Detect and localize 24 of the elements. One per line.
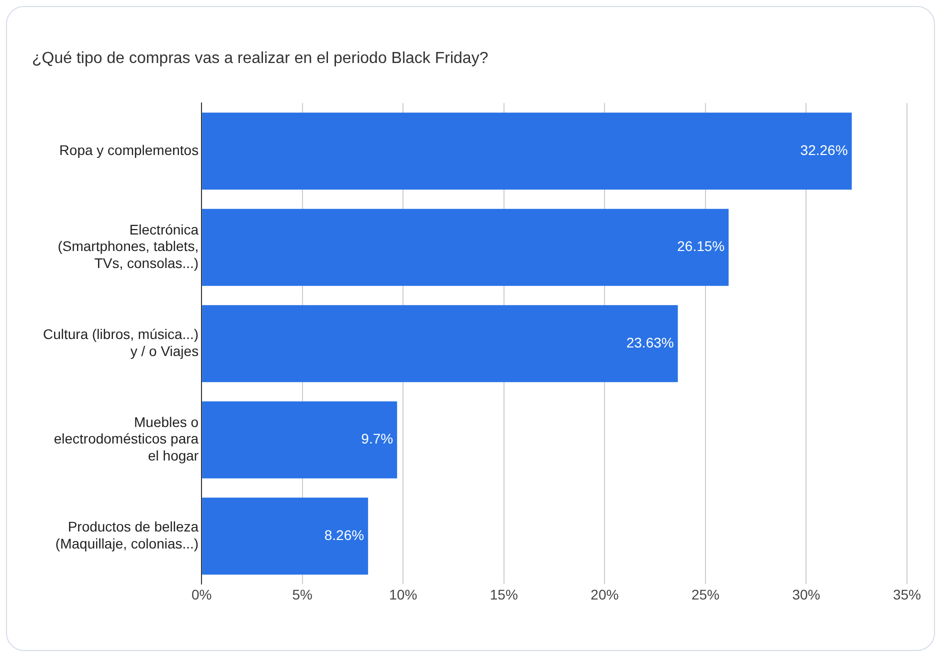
data-label: 8.26% <box>324 526 364 543</box>
data-label: 26.15% <box>677 238 725 254</box>
data-label: 23.63% <box>626 334 674 350</box>
y-tick-label: Productos de belleza (Maquillaje, colonias...) <box>55 518 199 552</box>
x-tick-label: 0% <box>191 586 212 602</box>
x-tick-label: 10% <box>389 586 418 602</box>
bar <box>202 401 398 478</box>
chart-title: ¿Qué tipo de compras vas a realizar en el periodo Black Friday? <box>32 50 488 68</box>
y-tick-label: Cultura (libros, música...) y / o Viajes <box>43 326 199 359</box>
x-tick-label: 5% <box>292 586 312 602</box>
data-label: 32.26% <box>800 142 848 158</box>
x-tick-label: 15% <box>490 586 518 602</box>
y-tick-label: Ropa y complementos <box>59 142 199 158</box>
x-tick-label: 30% <box>792 586 820 602</box>
x-tick-label: 25% <box>691 586 720 602</box>
bar <box>202 208 729 286</box>
x-tick-label: 35% <box>892 586 922 602</box>
bar <box>202 112 852 190</box>
x-tick-label: 20% <box>590 586 619 602</box>
bar <box>202 305 678 382</box>
y-tick-label: Electrónica (Smartphones, tablets, TVs, consolas...) <box>58 221 199 272</box>
y-tick-label: Muebles o electrodomésticos para el hogar <box>54 414 199 464</box>
data-label: 9.7% <box>361 430 394 447</box>
bar <box>202 498 368 575</box>
